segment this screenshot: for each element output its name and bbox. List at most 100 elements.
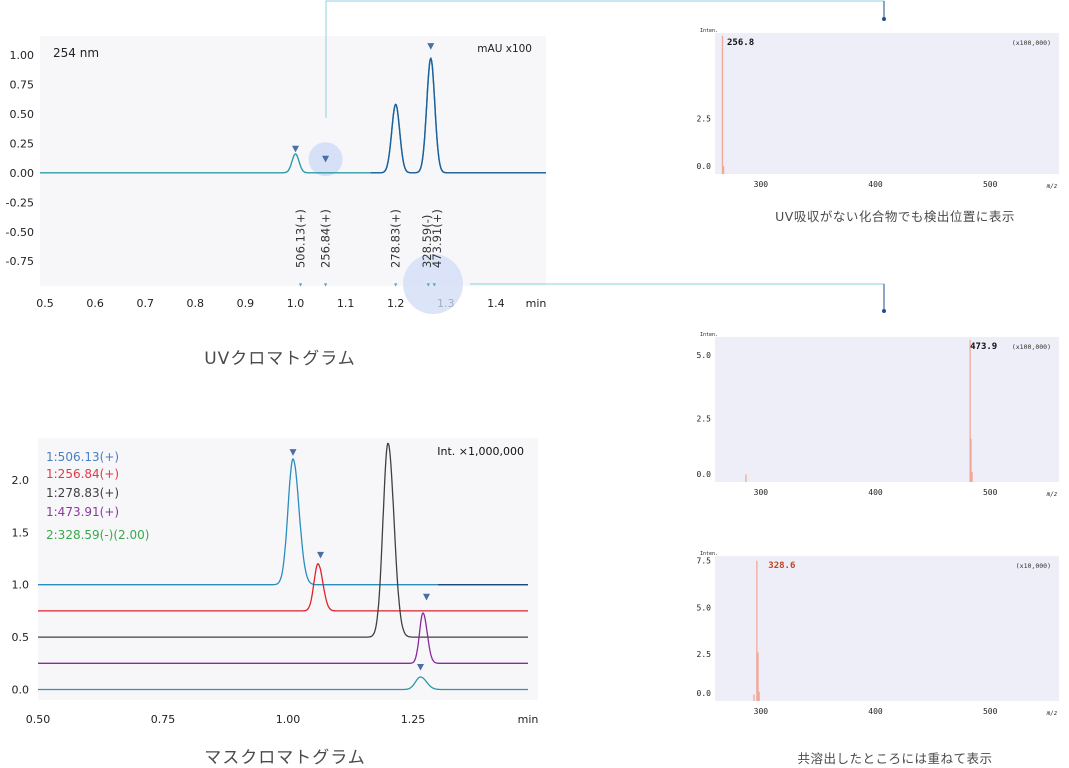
ms-xtick-label: 300 (754, 488, 769, 497)
uv-ytick-label: 1.00 (10, 49, 35, 62)
uv-xtick-label: 0.9 (237, 297, 255, 310)
ms-xtick-label: 400 (868, 488, 883, 497)
ms-xtick-label: 500 (983, 180, 998, 189)
uv-ytick-label: 0.75 (10, 78, 35, 91)
ms-xtick-label: 300 (754, 707, 769, 716)
mass-unit-label: Int. ×1,000,000 (437, 445, 524, 458)
mass-series-line (38, 563, 528, 612)
mass-xtick-label: 1.25 (401, 713, 426, 726)
uv-ytick-label: 0.00 (10, 167, 35, 180)
uv-xunit-label: min (526, 297, 547, 310)
uv-xtick-label: 1.0 (287, 297, 305, 310)
uv-ytick-label: 0.25 (10, 137, 35, 150)
ms-ytick-label: 2.5 (697, 650, 712, 659)
ms-xunit-label: m/z (1046, 491, 1058, 498)
ms-plot-area (715, 337, 1059, 482)
mass-ytick-label: 0.5 (12, 631, 30, 644)
mass-xtick-label: 0.75 (151, 713, 176, 726)
connector-top-dot (882, 17, 886, 21)
uv-compound-label: 256.84(+) (319, 209, 333, 268)
uv-bottom-marker (426, 283, 430, 287)
ms-scale-label: (x10,000) (1016, 562, 1051, 570)
ms-scale-label: (x100,000) (1012, 39, 1051, 47)
ms-ytick-label: 5.0 (697, 351, 712, 360)
ms-ytick-label: 0.0 (697, 689, 712, 698)
ms-ytick-label: 2.5 (697, 114, 712, 123)
ms-xtick-label: 500 (983, 488, 998, 497)
ms-peak-label: 473.9 (970, 342, 997, 352)
ms-yaxis-title: Inten. (700, 332, 718, 338)
mass-legend-entry: 1:278.83(+) (46, 486, 119, 500)
uv-unit-label: mAU x100 (477, 43, 532, 55)
ms-xtick-label: 500 (983, 707, 998, 716)
uv-wavelength-label: 254 nm (53, 46, 99, 60)
ms-plot-area (715, 556, 1059, 701)
ms-ytick-label: 0.0 (697, 162, 712, 171)
uv-xtick-label: 0.5 (36, 297, 54, 310)
mass-legend-entry: 1:473.91(+) (46, 505, 119, 519)
uv-peak-marker (292, 145, 300, 153)
ms-ytick-label: 5.0 (697, 603, 712, 612)
mass-legend-entry: 2:328.59(-)(2.00) (46, 528, 149, 542)
ms-yaxis-title: Inten. (700, 551, 718, 557)
ms-xunit-label: m/z (1046, 183, 1058, 190)
uv-xtick-label: 1.1 (337, 297, 355, 310)
mass-ytick-label: 1.5 (12, 526, 30, 539)
uv-peak-marker (427, 43, 435, 50)
mass-ytick-label: 0.0 (12, 684, 30, 697)
ms-xunit-label: m/z (1046, 710, 1058, 717)
ms-ytick-label: 7.5 (697, 557, 712, 566)
ms-ytick-label: 2.5 (697, 415, 712, 424)
uv-ytick-label: -0.75 (6, 255, 34, 268)
uv-xtick-label: 1.2 (387, 297, 405, 310)
ms-ytick-label: 0.0 (697, 470, 712, 479)
uv-bottom-marker (394, 283, 398, 287)
ms-yaxis-title: Inten. (700, 28, 718, 34)
mass-series-line (38, 676, 528, 691)
ms-top-caption: UV吸収がない化合物でも検出位置に表示 (775, 209, 1015, 224)
mass-caption: マスクロマトグラム (204, 748, 366, 768)
mass-peak-marker (423, 593, 430, 601)
mass-legend-entry: 1:256.84(+) (46, 467, 119, 481)
uv-trace-dark (370, 57, 546, 174)
uv-xtick-label: 0.7 (136, 297, 154, 310)
mass-ytick-label: 2.0 (12, 474, 30, 487)
ms-bottom-caption: 共溶出したところには重ねて表示 (797, 751, 993, 766)
ms-scale-label: (x100,000) (1012, 343, 1051, 351)
uv-bottom-marker (298, 283, 303, 287)
uv-compound-label: 473.91(+) (430, 209, 444, 268)
mass-xtick-label: 1.00 (276, 713, 301, 726)
mass-xtick-label: 0.50 (26, 713, 51, 726)
mass-series-line (38, 612, 528, 664)
uv-ytick-label: 0.50 (10, 108, 35, 121)
uv-compound-label: 278.83(+) (389, 209, 403, 268)
mass-peak-marker (417, 664, 424, 671)
uv-bottom-marker (323, 283, 328, 287)
mass-series-line (38, 442, 528, 638)
uv-xtick-label: 0.6 (86, 297, 104, 310)
mass-peak-marker (317, 551, 324, 559)
ms-xtick-label: 300 (754, 180, 769, 189)
ms-peak-label: 328.6 (768, 561, 795, 571)
uv-ytick-label: -0.25 (6, 196, 34, 209)
uv-caption: UVクロマトグラム (204, 349, 356, 369)
mass-plot-area (38, 438, 538, 700)
ms-xtick-label: 400 (868, 180, 883, 189)
uv-ytick-label: -0.50 (6, 226, 34, 239)
ms-plot-area (715, 33, 1059, 174)
uv-compound-label: 506.13(+) (294, 209, 308, 268)
ms-peak-label: 256.8 (727, 38, 754, 48)
uv-xtick-label: 1.4 (487, 297, 505, 310)
mass-peak-marker (289, 449, 297, 456)
uv-compound-label: 328.59(-) (420, 215, 434, 268)
mass-ytick-label: 1.0 (12, 579, 30, 592)
ms-xtick-label: 400 (868, 707, 883, 716)
uv-bottom-marker (432, 283, 436, 287)
mass-legend-entry: 1:506.13(+) (46, 450, 119, 464)
uv-peak-marker (322, 155, 330, 163)
uv-plot-area (40, 36, 546, 286)
connector-middle-dot (882, 309, 886, 313)
uv-xtick-label: 0.8 (187, 297, 205, 310)
mass-xunit-label: min (518, 713, 539, 726)
